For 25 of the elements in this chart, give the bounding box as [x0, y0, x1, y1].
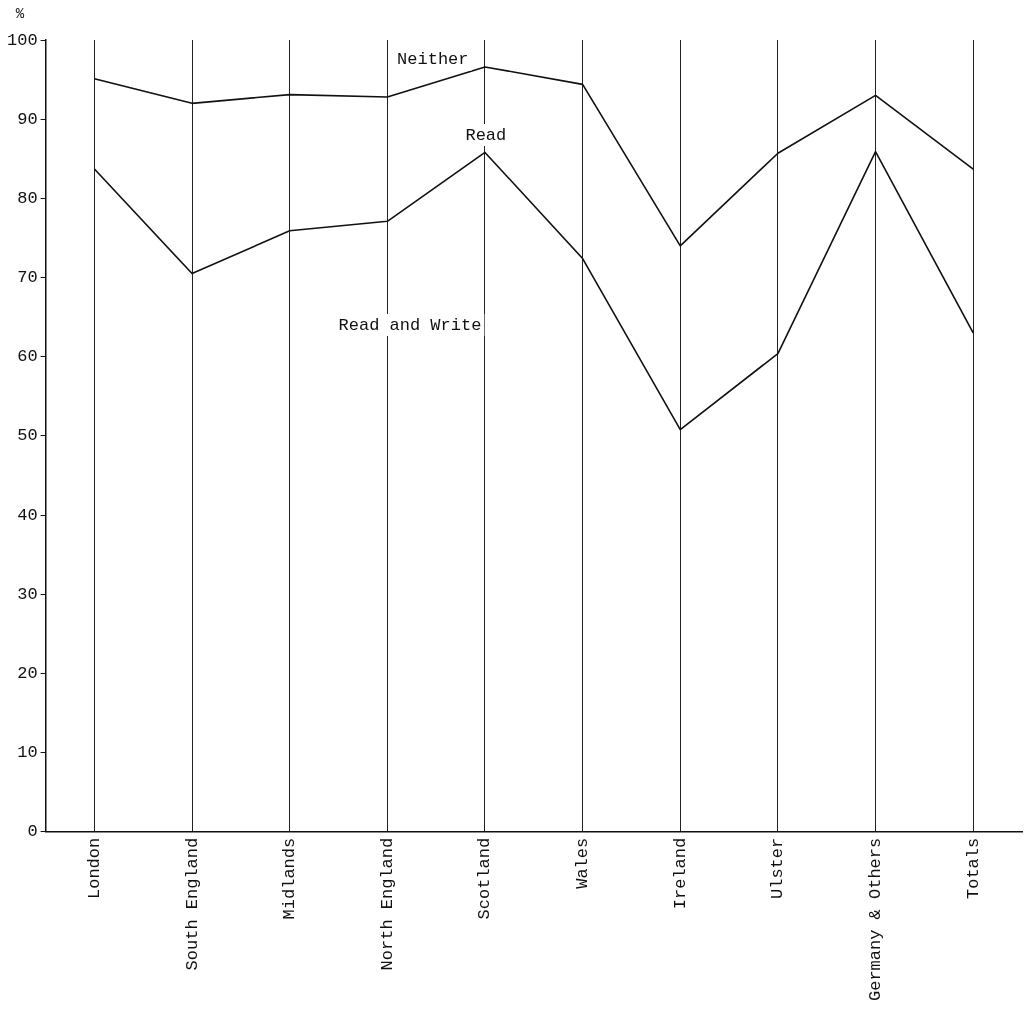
x-tick-label: London	[84, 837, 104, 899]
annotation: Read and Write	[338, 315, 482, 335]
y-axis-title: %	[15, 5, 25, 22]
y-tick-label: 90	[17, 109, 38, 129]
x-tick-label: Scotland	[475, 837, 495, 920]
y-tick-label: 100	[7, 30, 38, 50]
y-tick-label: 0	[27, 822, 38, 842]
x-tick-label: Ireland	[670, 837, 690, 910]
x-tick-label: North England	[377, 837, 397, 971]
x-tick-label: Midlands	[280, 837, 300, 920]
y-tick-label: 10	[17, 743, 38, 763]
y-tick-label: 40	[17, 505, 38, 525]
x-tick-label: Totals	[963, 837, 983, 899]
y-tick-label: 70	[17, 268, 38, 288]
y-tick-label: 20	[17, 663, 38, 683]
y-tick-label: 30	[17, 584, 38, 604]
x-tick-label: Germany & Others	[866, 837, 886, 1002]
x-tick-label: South England	[182, 837, 202, 971]
y-tick-label: 50	[17, 426, 38, 446]
annotation: Neither	[397, 50, 469, 70]
x-tick-label: Ulster	[768, 837, 788, 899]
annotation: Read	[465, 125, 507, 145]
x-tick-label: Wales	[573, 837, 593, 889]
y-tick-label: 80	[17, 188, 38, 208]
y-tick-label: 60	[17, 347, 38, 367]
